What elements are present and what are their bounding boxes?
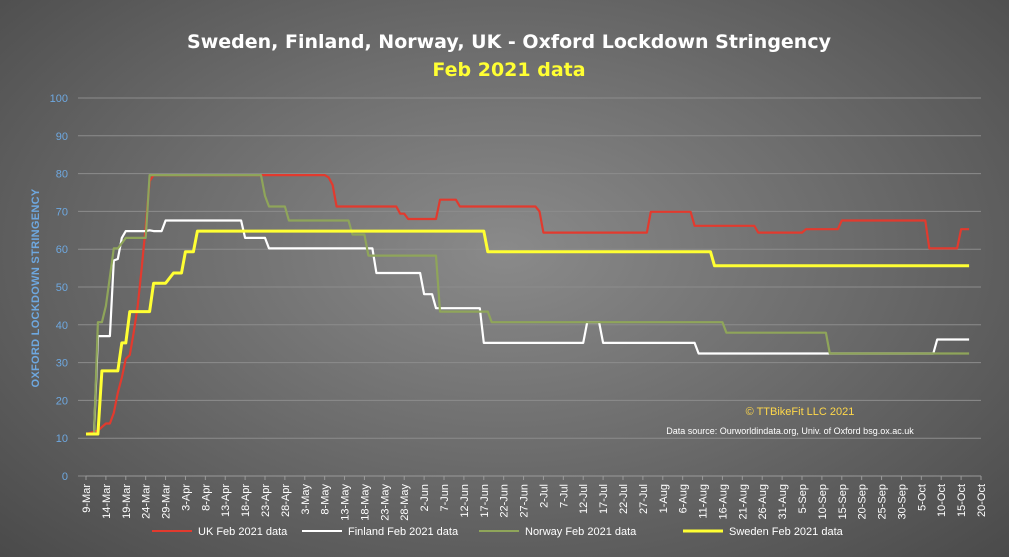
y-tick-label: 100 bbox=[50, 93, 68, 105]
chart-subtitle: Feb 2021 data bbox=[432, 59, 585, 81]
y-tick-label: 30 bbox=[56, 358, 68, 370]
x-tick-label: 27-Jun bbox=[519, 484, 531, 518]
y-tick-label: 70 bbox=[56, 206, 68, 218]
x-tick-label: 20-Sep bbox=[857, 484, 869, 519]
chart-title: Sweden, Finland, Norway, UK - Oxford Loc… bbox=[187, 31, 832, 53]
x-tick-label: 11-Aug bbox=[698, 484, 710, 519]
source-note: Data source: Ourworldindata.org, Univ. o… bbox=[666, 426, 914, 436]
y-axis-label: OXFORD LOCKDOWN STRINGENCY bbox=[30, 188, 42, 387]
x-tick-label: 19-Mar bbox=[121, 484, 133, 519]
x-tick-label: 31-Aug bbox=[777, 484, 789, 519]
x-tick-label: 26-Aug bbox=[757, 484, 769, 519]
x-tick-label: 7-Jul bbox=[558, 484, 570, 508]
x-tick-label: 20-Oct bbox=[976, 484, 988, 517]
y-tick-label: 20 bbox=[56, 395, 68, 407]
legend-label: Finland Feb 2021 data bbox=[348, 526, 459, 538]
x-tick-label: 18-May bbox=[359, 484, 371, 521]
y-tick-label: 50 bbox=[56, 282, 68, 294]
x-tick-label: 8-May bbox=[320, 484, 332, 515]
y-tick-label: 60 bbox=[56, 244, 68, 256]
y-axis-ticks: 0 10 20 30 40 50 60 70 80 90 100 bbox=[50, 93, 68, 483]
x-tick-label: 3-May bbox=[300, 484, 312, 515]
x-tick-label: 22-Jul bbox=[618, 484, 630, 514]
x-tick-label: 17-Jun bbox=[479, 484, 491, 518]
y-tick-label: 80 bbox=[56, 169, 68, 181]
x-tick-label: 2-Jun bbox=[419, 484, 431, 512]
x-tick-label: 15-Sep bbox=[837, 484, 849, 519]
y-tick-label: 90 bbox=[56, 131, 68, 143]
x-tick-label: 17-Jul bbox=[598, 484, 610, 514]
x-axis-ticks: 9-Mar 14-Mar 19-Mar 24-Mar 29-Mar 3-Apr 8-Apr 1… bbox=[81, 475, 988, 521]
y-tick-label: 0 bbox=[62, 471, 68, 483]
legend-label: Norway Feb 2021 data bbox=[525, 526, 637, 538]
x-tick-label: 10-Oct bbox=[936, 484, 948, 517]
x-tick-label: 5-Oct bbox=[916, 484, 928, 511]
x-tick-label: 22-Jun bbox=[499, 484, 511, 518]
series-line-finland bbox=[86, 219, 970, 436]
y-tick-label: 40 bbox=[56, 320, 68, 332]
x-tick-label: 2-Jul bbox=[538, 484, 550, 508]
x-tick-label: 27-Jul bbox=[638, 484, 650, 514]
x-tick-label: 25-Sep bbox=[877, 484, 889, 519]
legend-label: Sweden Feb 2021 data bbox=[729, 526, 844, 538]
x-tick-label: 6-Aug bbox=[678, 484, 690, 513]
x-tick-label: 12-Jun bbox=[459, 484, 471, 518]
x-tick-label: 18-Apr bbox=[240, 484, 252, 517]
x-tick-label: 28-May bbox=[399, 484, 411, 521]
x-tick-label: 13-May bbox=[340, 484, 352, 521]
x-tick-label: 8-Apr bbox=[200, 484, 212, 511]
series-line-uk bbox=[85, 174, 970, 436]
x-tick-label: 13-Apr bbox=[220, 484, 232, 517]
legend-label: UK Feb 2021 data bbox=[198, 526, 288, 538]
copyright-note: © TTBikeFit LLC 2021 bbox=[746, 406, 855, 418]
x-tick-label: 3-Apr bbox=[180, 484, 192, 511]
x-tick-label: 23-Apr bbox=[260, 484, 272, 517]
legend: UK Feb 2021 data Finland Feb 2021 data Nor… bbox=[152, 526, 844, 538]
x-tick-label: 7-Jun bbox=[439, 484, 451, 512]
x-tick-label: 1-Aug bbox=[658, 484, 670, 513]
x-tick-label: 14-Mar bbox=[101, 484, 113, 519]
gridlines bbox=[78, 97, 981, 477]
x-tick-label: 15-Oct bbox=[956, 484, 968, 517]
x-tick-label: 24-Mar bbox=[141, 484, 153, 519]
x-tick-label: 10-Sep bbox=[817, 484, 829, 519]
x-tick-label: 28-Apr bbox=[280, 484, 292, 517]
x-tick-label: 5-Sep bbox=[797, 484, 809, 513]
series-line-sweden bbox=[86, 229, 970, 436]
x-tick-label: 9-Mar bbox=[81, 484, 93, 513]
series-lines bbox=[85, 174, 970, 436]
x-tick-label: 21-Aug bbox=[737, 484, 749, 519]
series-line-norway bbox=[86, 174, 970, 436]
x-tick-label: 12-Jul bbox=[578, 484, 590, 514]
x-tick-label: 23-May bbox=[379, 484, 391, 521]
x-tick-label: 29-Mar bbox=[161, 484, 173, 519]
y-tick-label: 10 bbox=[56, 433, 68, 445]
x-tick-label: 16-Aug bbox=[717, 484, 729, 519]
x-tick-label: 30-Sep bbox=[896, 484, 908, 519]
